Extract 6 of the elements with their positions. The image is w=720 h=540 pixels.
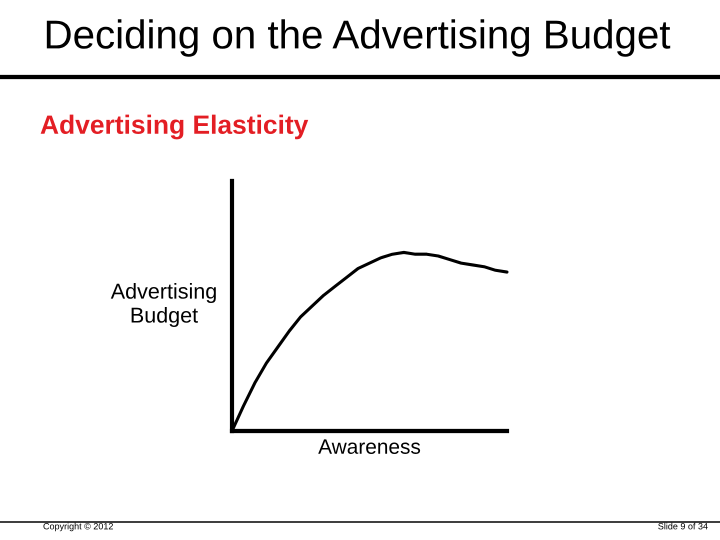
text: Slide 9 of 34: [658, 522, 708, 530]
x-axis-title: Awareness: [318, 439, 420, 454]
y-axis-title: Advertising Budget: [110, 282, 216, 328]
chart-title: Deciding on the Advertising Budget: [46, 19, 670, 57]
chart-subtitle: Advertising Elasticity: [40, 114, 308, 140]
text: Copyright © 2012: [43, 522, 113, 532]
